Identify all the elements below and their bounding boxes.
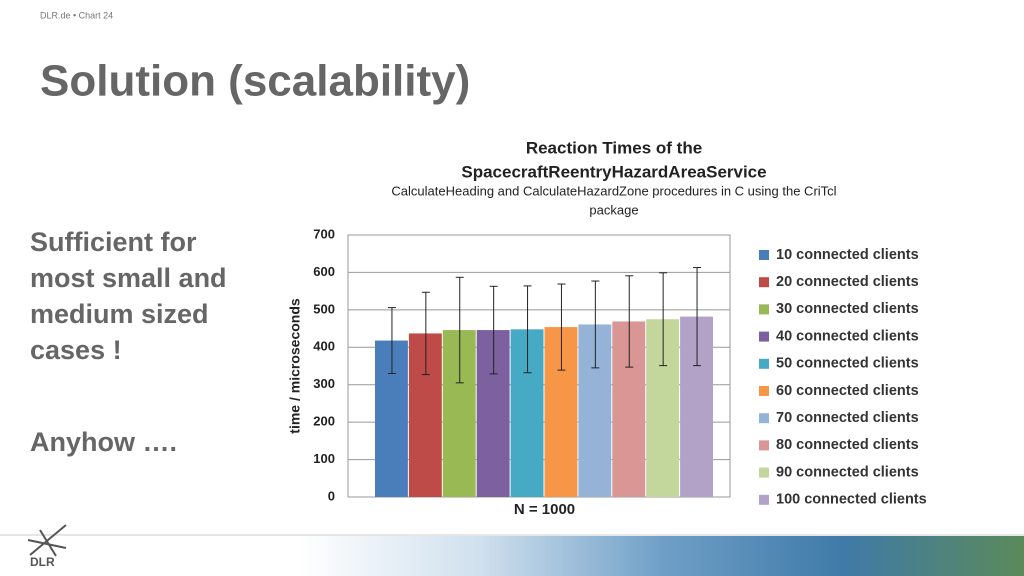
legend-swatch (759, 467, 769, 478)
legend-label: 10 connected clients (776, 247, 919, 263)
bullet-line: Anyhow …. (30, 427, 177, 457)
chart-title: SpacecraftReentryHazardAreaService (461, 162, 766, 181)
legend-label: 40 connected clients (776, 328, 919, 344)
legend-swatch (759, 250, 769, 260)
y-tick-label: 700 (313, 226, 335, 241)
bullet-line: most small and (30, 263, 227, 293)
bar (408, 333, 442, 497)
slide-title: Solution (scalability) (40, 57, 470, 106)
legend-label: 30 connected clients (776, 301, 919, 317)
legend-label: 50 connected clients (776, 356, 919, 372)
bullet-line: Sufficient for (30, 227, 197, 257)
y-tick-label: 200 (313, 414, 335, 429)
legend-swatch (759, 494, 769, 505)
legend-label: 100 connected clients (776, 492, 927, 508)
legend-label: 20 connected clients (776, 274, 919, 290)
legend-swatch (759, 358, 769, 369)
y-tick-label: 300 (313, 376, 335, 391)
earth-band (300, 536, 1024, 576)
legend-swatch (759, 277, 769, 288)
y-tick-label: 600 (313, 264, 335, 279)
legend-swatch (759, 413, 769, 424)
y-tick-label: 400 (313, 339, 335, 354)
chart-subtitle: package (589, 202, 638, 217)
legend-swatch (759, 440, 769, 451)
legend-label: 90 connected clients (776, 464, 919, 480)
logo-text: DLR (30, 555, 55, 569)
legend-label: 80 connected clients (776, 437, 919, 453)
y-tick-label: 0 (328, 488, 335, 503)
legend-label: 60 connected clients (776, 383, 919, 399)
legend-label: 70 connected clients (776, 410, 919, 426)
y-axis-label: time / microseconds (287, 298, 303, 434)
legend-swatch (759, 304, 769, 315)
bullet-line: medium sized (30, 299, 209, 329)
legend-swatch (759, 386, 769, 396)
chart-subtitle: CalculateHeading and CalculateHazardZone… (391, 183, 836, 198)
chart-title: Reaction Times of the (526, 138, 702, 157)
y-tick-label: 500 (313, 301, 335, 316)
legend-swatch (759, 331, 769, 342)
header-source: DLR.de • Chart 24 (40, 10, 113, 20)
y-tick-label: 100 (313, 451, 335, 466)
x-tick-label: N = 1000 (514, 501, 575, 518)
bullet-line: cases ! (30, 335, 122, 365)
logo (27, 524, 67, 557)
